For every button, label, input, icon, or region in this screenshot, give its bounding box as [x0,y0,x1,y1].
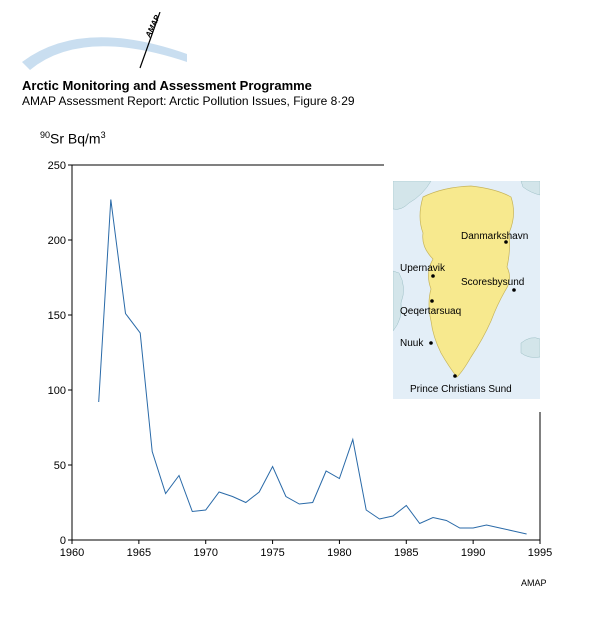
svalbard-land [520,181,540,196]
data-point [458,527,461,530]
iceland-land [520,337,540,358]
x-tick-label: 1980 [327,547,351,559]
station-marker [512,288,516,292]
x-tick-label: 1995 [528,547,552,559]
y-axis-label-prefix: 90 [40,130,51,140]
series-line [98,199,527,535]
data-point [109,198,112,201]
baffin-land [393,270,404,332]
data-point [311,501,314,504]
data-point [164,492,167,495]
x-tick-label: 1965 [127,547,151,559]
station-marker [504,240,508,244]
station-label: Scoresbysund [461,277,524,288]
data-point [512,530,515,533]
y-tick-label: 200 [48,235,66,247]
data-point [392,515,395,518]
data-point [271,465,274,468]
x-tick-label: 1990 [461,547,485,559]
x-tick-label: 1975 [260,547,284,559]
y-tick-label: 0 [60,535,66,547]
x-tick-label: 1960 [60,547,84,559]
x-tick-label: 1985 [394,547,418,559]
greenland-inset-map: Danmarkshavn Upernavik Scoresbysund Qeqerta… [393,181,540,399]
data-point [285,495,288,498]
data-point [378,518,381,521]
data-point [405,504,408,507]
data-point [139,332,142,335]
y-axis-label: 90Sr Bq/m3 [40,130,106,147]
x-tick-label: 1970 [193,547,217,559]
data-point [191,510,194,513]
data-point [485,524,488,527]
station-marker [453,374,457,378]
data-point [298,503,301,506]
data-point [218,491,221,494]
data-point [338,477,341,480]
station-marker [429,341,433,345]
data-point [151,450,154,453]
y-axis-label-main: Sr Bq/m [50,130,101,147]
data-point [472,527,475,530]
data-point [445,519,448,522]
y-tick-label: 150 [48,310,66,322]
data-point [525,533,528,536]
data-point [178,474,181,477]
data-point [432,516,435,519]
footer-credit: AMAP [521,578,547,588]
y-tick-label: 50 [54,460,66,472]
station-marker [431,274,435,278]
data-point [351,438,354,441]
data-point [231,495,234,498]
data-point [204,509,207,512]
data-point [97,401,100,404]
data-point [258,491,261,494]
station-label: Upernavik [400,263,446,274]
station-label: Nuuk [400,338,424,349]
data-point [365,509,368,512]
station-marker [430,299,434,303]
data-point [124,312,127,315]
data-point [244,501,247,504]
station-label: Prince Christians Sund [410,384,512,395]
ellesmere-land [393,181,432,210]
y-tick-label: 250 [48,160,66,172]
y-axis-label-exponent: 3 [100,130,106,140]
greenland-land [419,185,514,378]
data-point [325,470,328,473]
data-point [418,522,421,525]
station-label: Qeqertarsuaq [400,306,461,317]
y-tick-label: 100 [48,385,66,397]
report-title: Arctic Monitoring and Assessment Program… [22,78,312,93]
station-label: Danmarkshavn [461,231,528,242]
amap-logo: AMAP [22,12,187,70]
figure-caption: AMAP Assessment Report: Arctic Pollution… [22,94,355,108]
data-point [498,527,501,530]
